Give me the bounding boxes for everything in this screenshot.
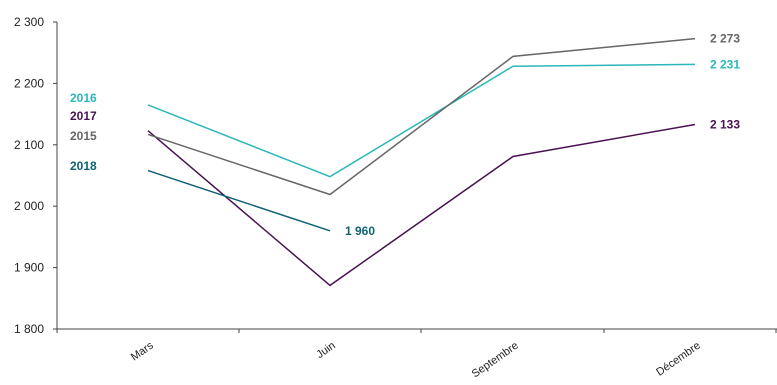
y-tick-label: 1 900 xyxy=(14,261,44,275)
series-name-label-2018: 2018 xyxy=(70,159,97,173)
x-tick-label: Juin xyxy=(314,340,337,361)
y-tick-label: 2 100 xyxy=(14,138,44,152)
series-name-label-2015: 2015 xyxy=(70,129,97,143)
y-tick-label: 1 800 xyxy=(14,322,44,336)
series-line-2015 xyxy=(148,39,695,195)
x-tick-label: Septembre xyxy=(470,340,521,380)
series-name-label-2017: 2017 xyxy=(70,109,97,123)
series-end-label-2015: 2 273 xyxy=(710,32,740,46)
series-line-2018 xyxy=(148,171,330,231)
series-end-label-2016: 2 231 xyxy=(710,57,740,71)
y-tick-label: 2 200 xyxy=(14,76,44,90)
series-line-2016 xyxy=(148,64,695,176)
series-name-label-2016: 2016 xyxy=(70,91,97,105)
series-end-label-2017: 2 133 xyxy=(710,118,740,132)
x-tick-label: Décembre xyxy=(654,340,702,379)
x-tick-label: Mars xyxy=(129,339,156,363)
y-tick-label: 2 300 xyxy=(14,15,44,29)
axes: 1 800 1 900 2 000 2 100 2 200 2 300 Mars Juin Se… xyxy=(14,15,777,380)
y-tick-label: 2 000 xyxy=(14,199,44,213)
series-line-2017 xyxy=(148,125,695,286)
series-end-label-2018: 1 960 xyxy=(345,224,375,238)
series-lines xyxy=(148,39,695,286)
